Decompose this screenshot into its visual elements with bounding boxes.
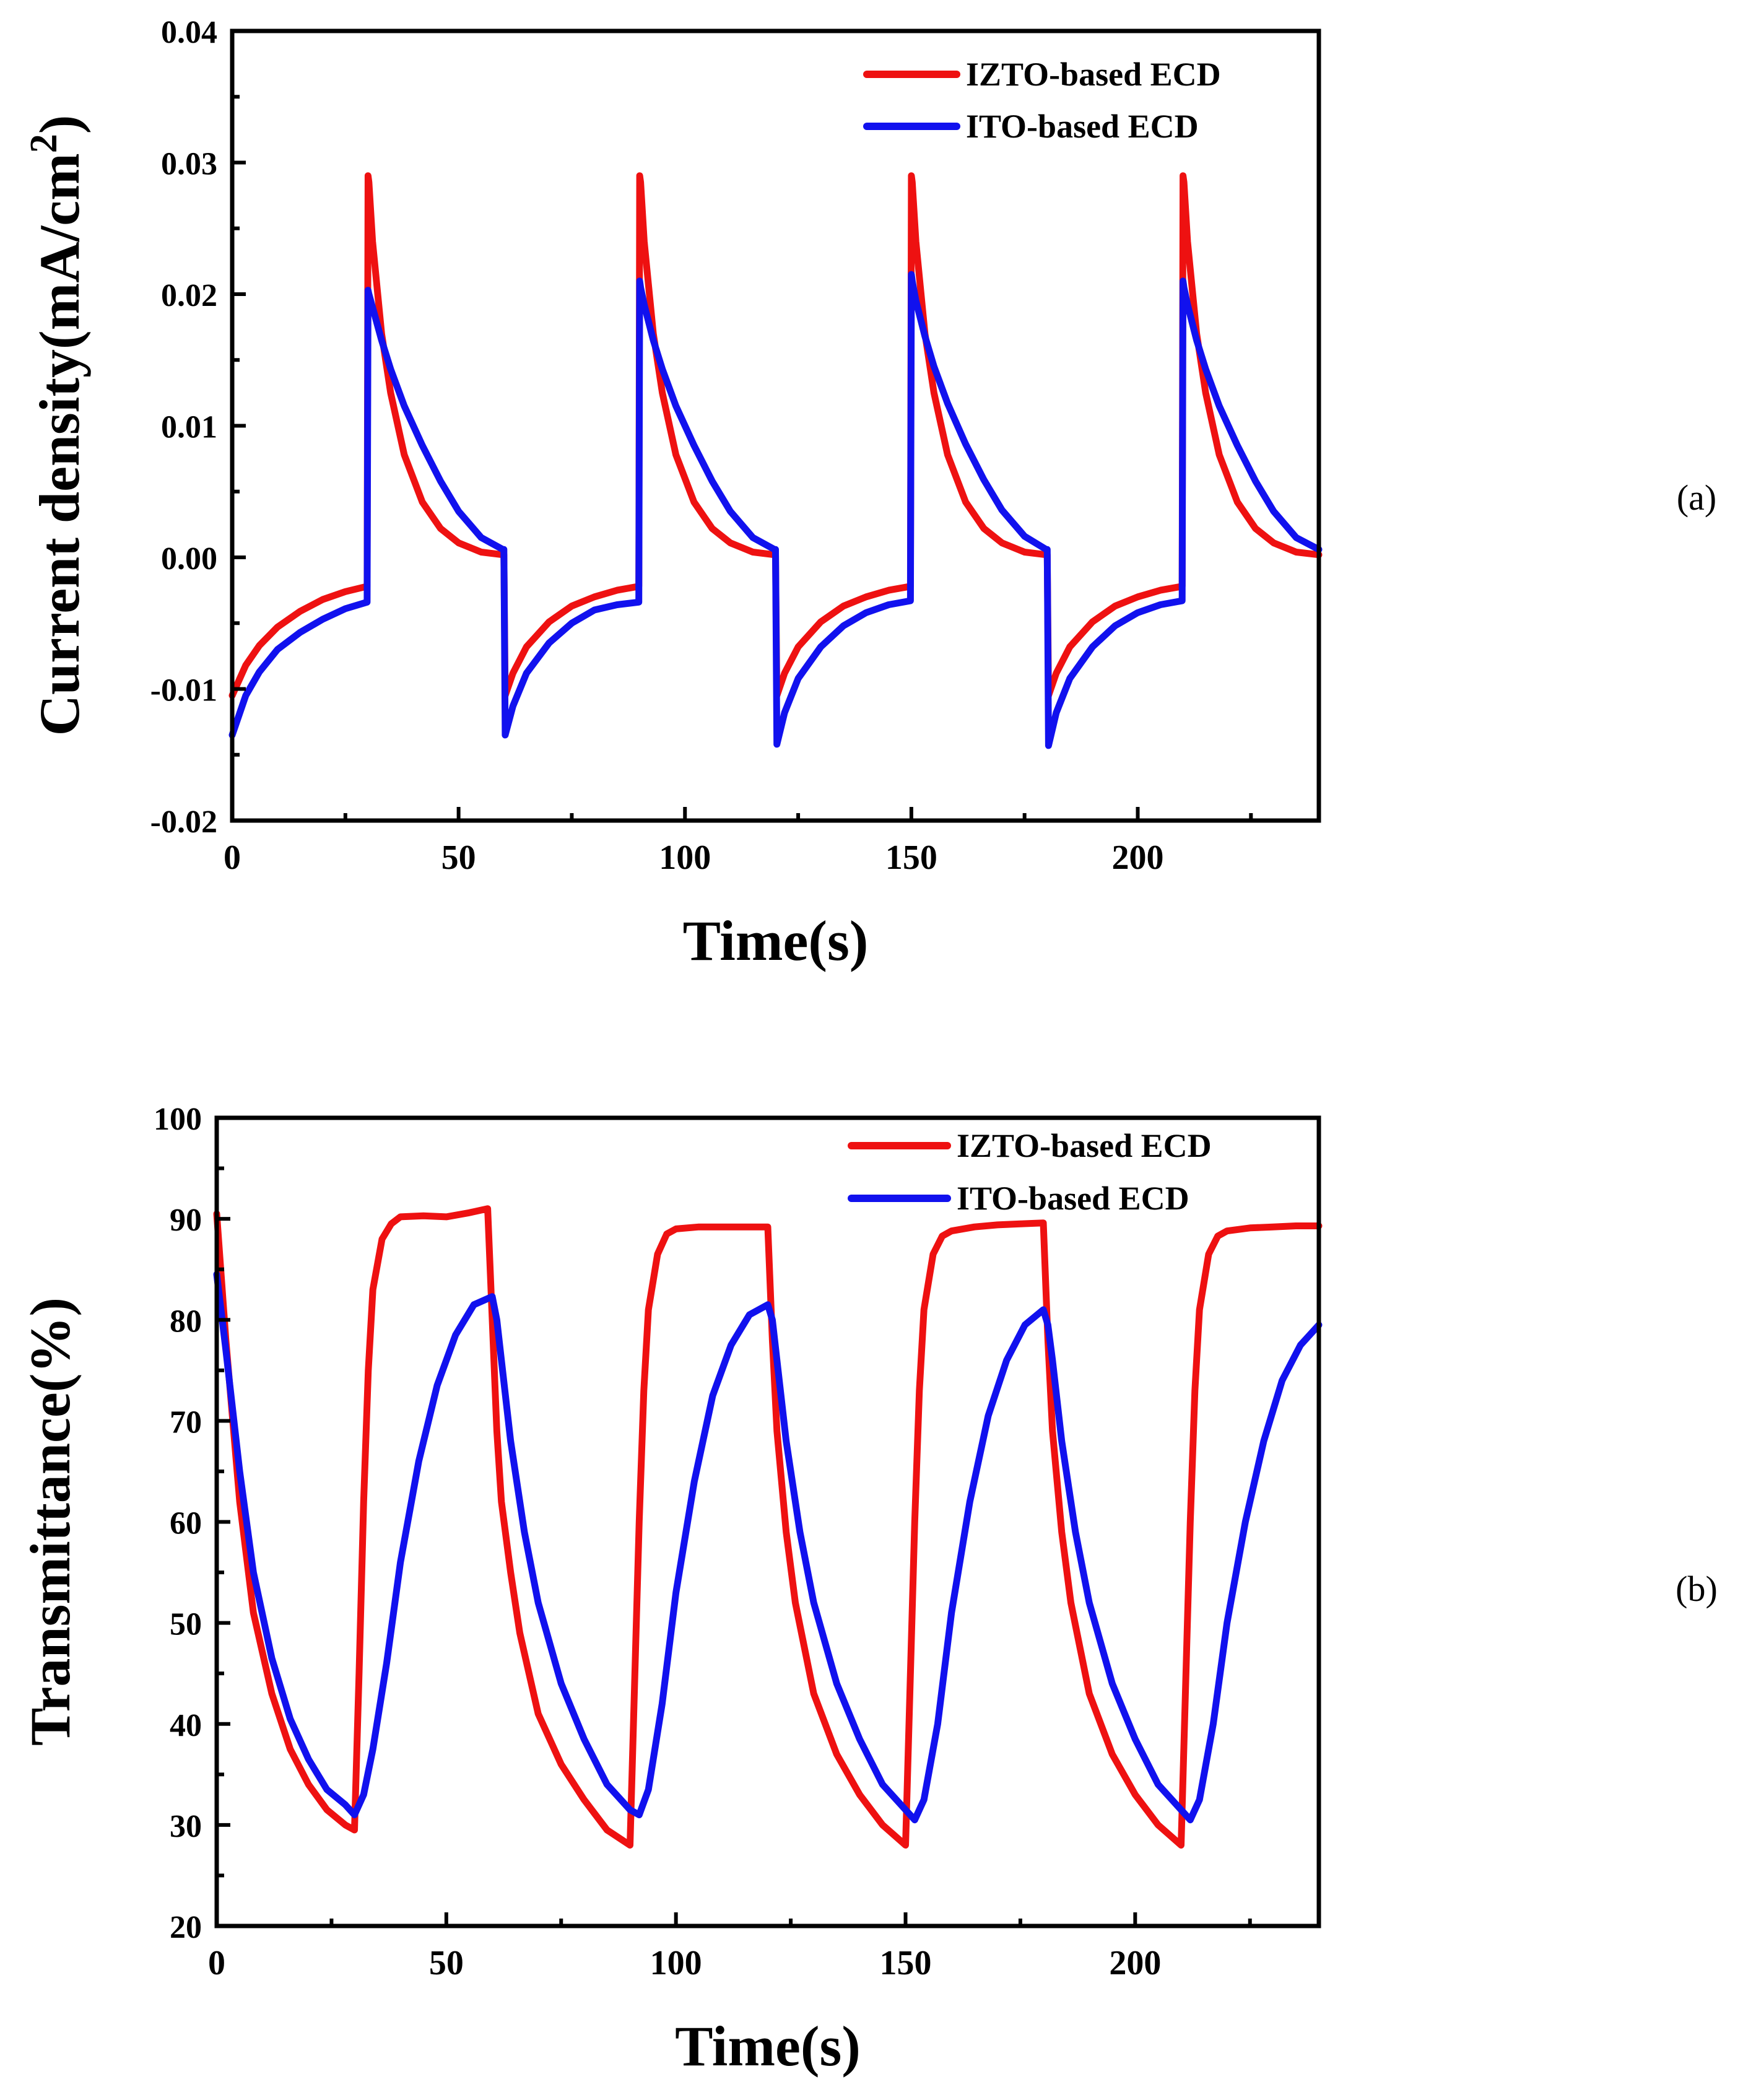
x-tick-label: 100 [659, 839, 711, 877]
x-tick-label: 50 [429, 1944, 464, 1982]
y-tick-label: 0.04 [161, 15, 217, 50]
series-line-ito [228, 271, 1323, 749]
y-tick-label: 60 [170, 1506, 202, 1541]
legend-label-ito: ITO-based ECD [966, 108, 1199, 145]
x-tick-label: 0 [224, 839, 241, 877]
series-line-izto [213, 1205, 1323, 1849]
x-tick-label: 200 [1112, 839, 1164, 877]
y-tick-label: 30 [170, 1809, 202, 1844]
legend-label-ito: ITO-based ECD [957, 1180, 1189, 1217]
legend-label-izto: IZTO-based ECD [957, 1127, 1212, 1164]
x-tick-label: 150 [885, 839, 937, 877]
chart-b: 0 50 100 150 200 20 30 40 50 60 70 80 90 100 Time(s) Tr… [19, 1102, 1718, 2078]
x-tick-label: 50 [441, 839, 476, 877]
y-tick-label: 40 [170, 1708, 202, 1743]
y-tick-label: -0.01 [150, 673, 217, 708]
x-tick-label: 150 [880, 1944, 932, 1982]
y-axis-label-superscript: 2 [23, 134, 65, 153]
legend-label-izto: IZTO-based ECD [966, 56, 1221, 93]
y-tick-label: 50 [170, 1607, 202, 1642]
x-tick-label: 100 [650, 1944, 702, 1982]
x-tick-label: 0 [208, 1944, 225, 1982]
y-tick-label: 20 [170, 1910, 202, 1945]
y-tick-label: 0.01 [161, 410, 217, 445]
x-axis-label: Time(s) [675, 2015, 861, 2078]
y-tick-label: 80 [170, 1304, 202, 1339]
x-axis-label: Time(s) [683, 909, 869, 972]
y-axis-label: Current density(mA/cm2) [23, 115, 91, 736]
y-axis-label-close: ) [28, 115, 91, 134]
y-tick-label: 0.03 [161, 147, 217, 182]
y-tick-label: 100 [154, 1102, 202, 1137]
series-line-ito [213, 1271, 1323, 1824]
y-tick-label: 0.02 [161, 278, 217, 313]
x-tick-label: 200 [1109, 1944, 1161, 1982]
y-tick-label: -0.02 [150, 804, 217, 840]
panel-label: (b) [1676, 1569, 1718, 1609]
y-tick-label: 90 [170, 1203, 202, 1238]
y-axis-label: Transmittance(%) [19, 1297, 82, 1746]
y-tick-label: 70 [170, 1405, 202, 1440]
panel-label: (a) [1677, 477, 1716, 518]
chart-a: 0 50 100 150 200 -0.02 -0.01 0.00 0.01 0.02 0.03 0.… [23, 15, 1716, 972]
y-axis-label-text: Current density(mA/cm [28, 153, 91, 736]
y-tick-label: 0.00 [161, 541, 217, 577]
